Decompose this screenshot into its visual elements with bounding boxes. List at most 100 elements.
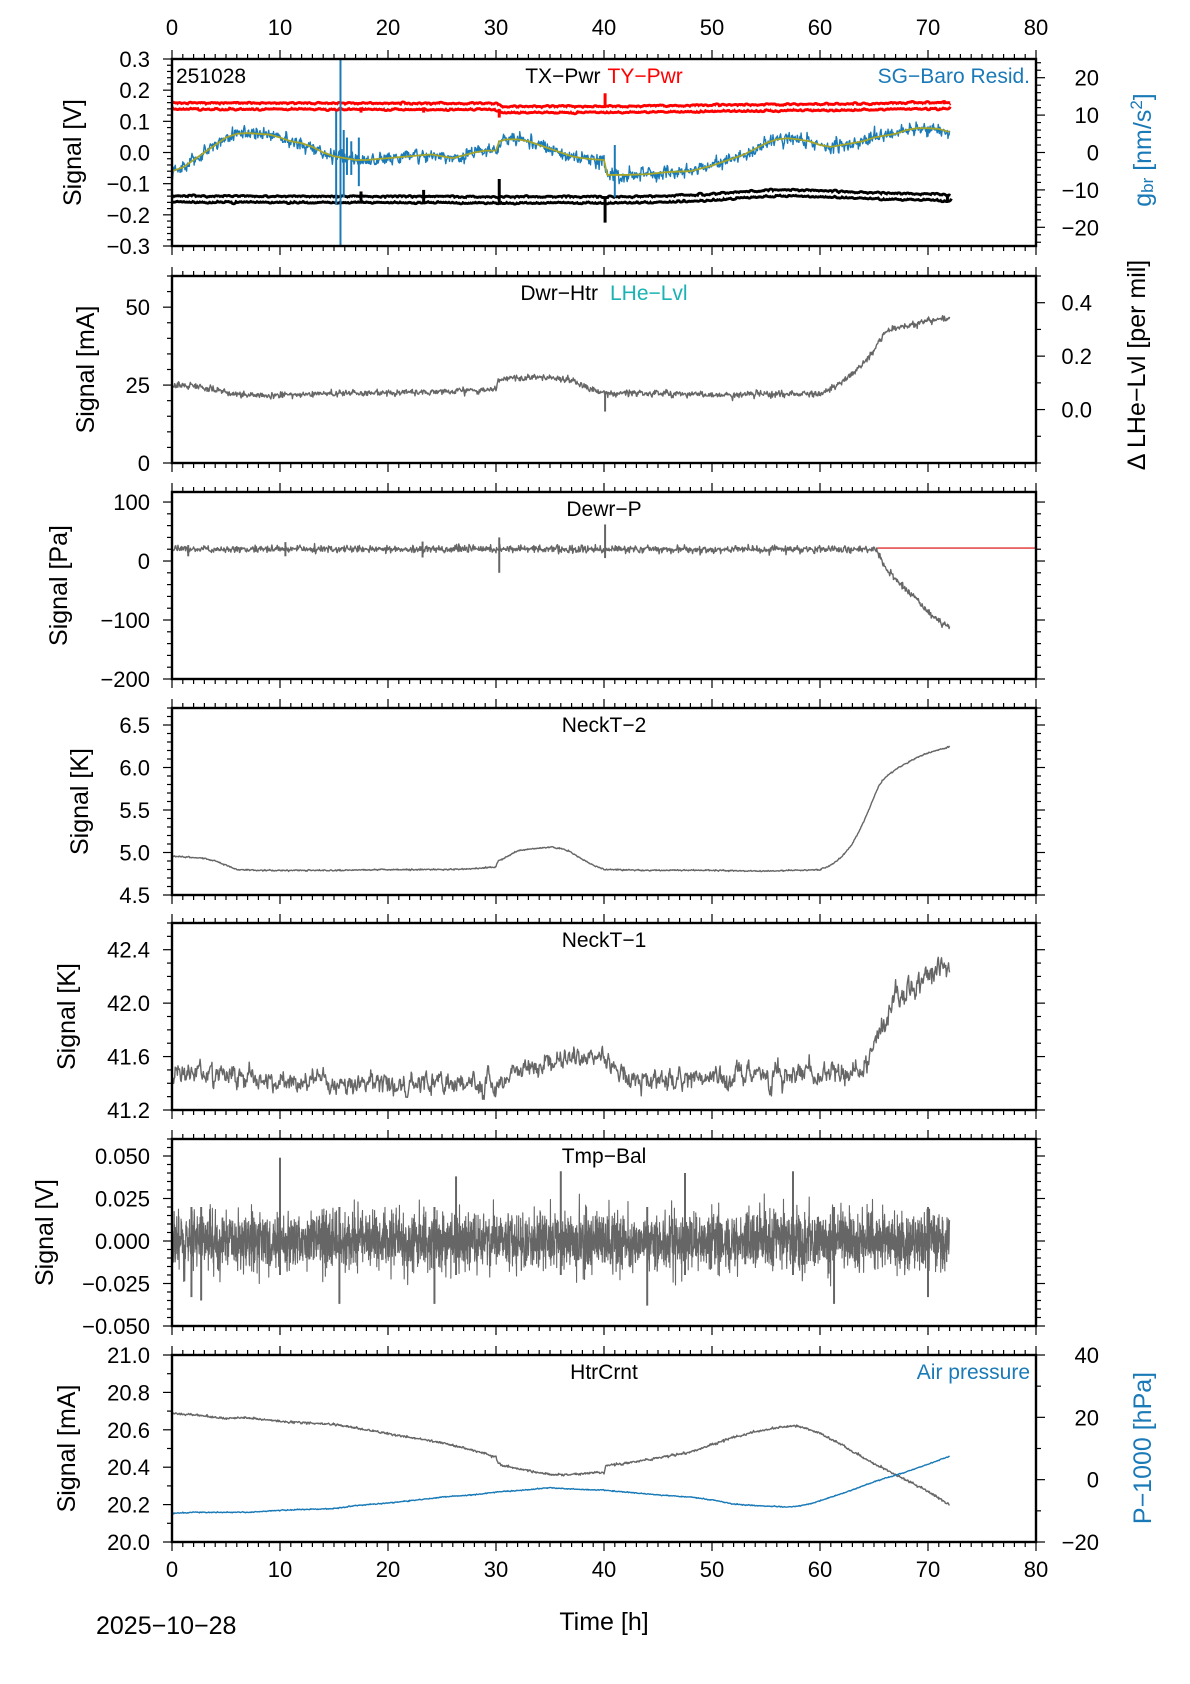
y2-axis-title-part: Δ LHe−Lvl [per mil] [1123, 260, 1151, 471]
y-tick-label: 20.8 [107, 1380, 150, 1405]
y2-tick-label: 20 [1075, 66, 1099, 91]
y2-tick-label: 40 [1075, 1343, 1099, 1368]
y-tick-label: 0.1 [119, 109, 150, 134]
panel-title-part: LHe−Lvl [610, 282, 688, 305]
y2-tick-label: −10 [1062, 178, 1099, 203]
series-group [172, 314, 951, 463]
y2-axis-title-part: [nm/s [1129, 110, 1157, 178]
y2-axis-title: gbr [nm/s2] [1127, 93, 1158, 207]
y-tick-label: −0.3 [107, 234, 150, 259]
y-axis-title: Signal [V] [59, 99, 87, 206]
panel-title-part: TY−Pwr [608, 65, 683, 88]
x-tick-label-bottom: 40 [592, 1557, 616, 1582]
y-tick-label: 0.2 [119, 78, 150, 103]
panel-title: NeckT−2 [562, 714, 647, 737]
series-line-dwr-htr [172, 314, 951, 402]
series-group [172, 1157, 951, 1306]
y-tick-label: 20.6 [107, 1418, 150, 1443]
y2-axis-title: P−1000 [hPa] [1129, 1372, 1157, 1524]
series-line-htrcrnt [172, 1412, 950, 1506]
panel-6: 20.0 20.2 20.4 20.6 20.8 21.0 Signal [mA] −20 0 2… [53, 1343, 1157, 1582]
right-series-label: SG−Baro Resid. [878, 65, 1030, 88]
y2-axis-title-part: P−1000 [hPa] [1129, 1372, 1157, 1524]
panel-5: −0.050 −0.025 0.000 0.025 0.050 Signal [V] Tmp… [31, 1130, 1045, 1339]
x-tick-label-bottom: 60 [808, 1557, 832, 1582]
date-label: 2025−10−28 [96, 1612, 236, 1640]
y2-tick-label: −20 [1062, 1530, 1099, 1555]
series-line-neckt-2 [172, 745, 951, 873]
y2-axis-title-superscript: 2 [1127, 100, 1146, 109]
panel-3: 4.5 5.0 5.5 6.0 6.5 Signal [K] NeckT−2 [66, 699, 1045, 908]
y2-axis-title-part: g [1129, 193, 1157, 207]
y-tick-label: −0.2 [107, 203, 150, 228]
y2-tick-label: 0.2 [1061, 344, 1092, 369]
series-line-dewr-p [172, 542, 951, 630]
y-tick-label: 21.0 [107, 1343, 150, 1368]
x-tick-label-bottom: 10 [268, 1557, 292, 1582]
x-tick-label-top: 70 [916, 15, 940, 40]
date-code-label: 251028 [176, 65, 246, 88]
y-tick-label: 6.5 [119, 713, 150, 738]
series-line-neckt-1 [172, 956, 951, 1101]
series-line-tx-pwr-core [172, 190, 951, 203]
y-axis-title: Signal [K] [53, 963, 81, 1070]
x-tick-label-top: 20 [376, 15, 400, 40]
x-tick-label-top: 60 [808, 15, 832, 40]
x-tick-label-bottom: 80 [1024, 1557, 1048, 1582]
panel-title: NeckT−1 [562, 929, 647, 952]
y-axis-title: Signal [mA] [72, 306, 100, 434]
panel-title: HtrCrnt [570, 1361, 638, 1384]
x-axis-title: Time [h] [559, 1608, 648, 1636]
right-series-label: Air pressure [917, 1361, 1030, 1384]
y2-tick-label: 10 [1075, 103, 1099, 128]
y-tick-label: 25 [126, 373, 150, 398]
y-tick-label: 20.0 [107, 1530, 150, 1555]
y-tick-label: 0.050 [95, 1144, 150, 1169]
y-tick-label: 42.0 [107, 991, 150, 1016]
y2-tick-label: 0 [1087, 141, 1099, 166]
series-line-ty-pwr-core [172, 102, 951, 113]
series-group [172, 745, 951, 873]
panel-title-part: Tmp−Bal [562, 1145, 647, 1168]
panel-title-part: NeckT−2 [562, 714, 647, 737]
y2-tick-label: −20 [1062, 215, 1099, 240]
series-group [172, 1412, 950, 1515]
y-tick-label: 0.3 [119, 47, 150, 72]
panel-title-part: Dewr−P [566, 498, 641, 521]
panels-group: −0.3 −0.2 −0.1 0.0 0.1 0.2 0.3 Signal [V] −20 −10… [31, 15, 1157, 1582]
y-axis-title: Signal [V] [31, 1179, 59, 1286]
y-axis-title: Signal [Pa] [45, 525, 73, 646]
x-tick-label-bottom: 30 [484, 1557, 508, 1582]
y2-tick-label: 0.4 [1061, 291, 1092, 316]
y-tick-label: 20.2 [107, 1493, 150, 1518]
y-tick-label: 100 [113, 490, 150, 515]
panel-1: 0 25 50 Signal [mA] 0.0 0.2 0.4 Δ LHe−Lvl [per … [72, 260, 1151, 476]
panel-title-part: HtrCrnt [570, 1361, 638, 1384]
y-tick-label: 42.4 [107, 938, 150, 963]
y-tick-label: −0.050 [82, 1314, 150, 1339]
panel-title: Tmp−Bal [562, 1145, 647, 1168]
y-axis-title: Signal [K] [66, 748, 94, 855]
x-tick-label-bottom: 0 [166, 1557, 178, 1582]
series-group [172, 524, 1036, 630]
y-tick-label: −0.025 [82, 1272, 150, 1297]
y-tick-label: 0 [138, 549, 150, 574]
series-group [172, 59, 954, 246]
y-tick-label: −0.1 [107, 172, 150, 197]
panel-0: −0.3 −0.2 −0.1 0.0 0.1 0.2 0.3 Signal [V] −20 −10… [59, 15, 1157, 259]
y2-axis-title-subscript: br [1138, 177, 1157, 192]
y-axis-title: Signal [mA] [53, 1385, 81, 1513]
y-tick-label: 41.6 [107, 1045, 150, 1070]
panel-title-part: TX−Pwr [525, 65, 600, 88]
panel-title: TX−Pwr TY−Pwr [525, 65, 683, 88]
x-tick-label-top: 40 [592, 15, 616, 40]
y-tick-label: 0.000 [95, 1229, 150, 1254]
panel-title-part: Dwr−Htr [520, 282, 598, 305]
x-tick-label-top: 30 [484, 15, 508, 40]
panel-4: 41.2 41.6 42.0 42.4 Signal [K] NeckT−1 [53, 914, 1045, 1123]
y-tick-label: −200 [100, 667, 150, 692]
y2-tick-label: 0 [1087, 1468, 1099, 1493]
x-tick-label-top: 0 [166, 15, 178, 40]
y-tick-label: 20.4 [107, 1455, 150, 1480]
